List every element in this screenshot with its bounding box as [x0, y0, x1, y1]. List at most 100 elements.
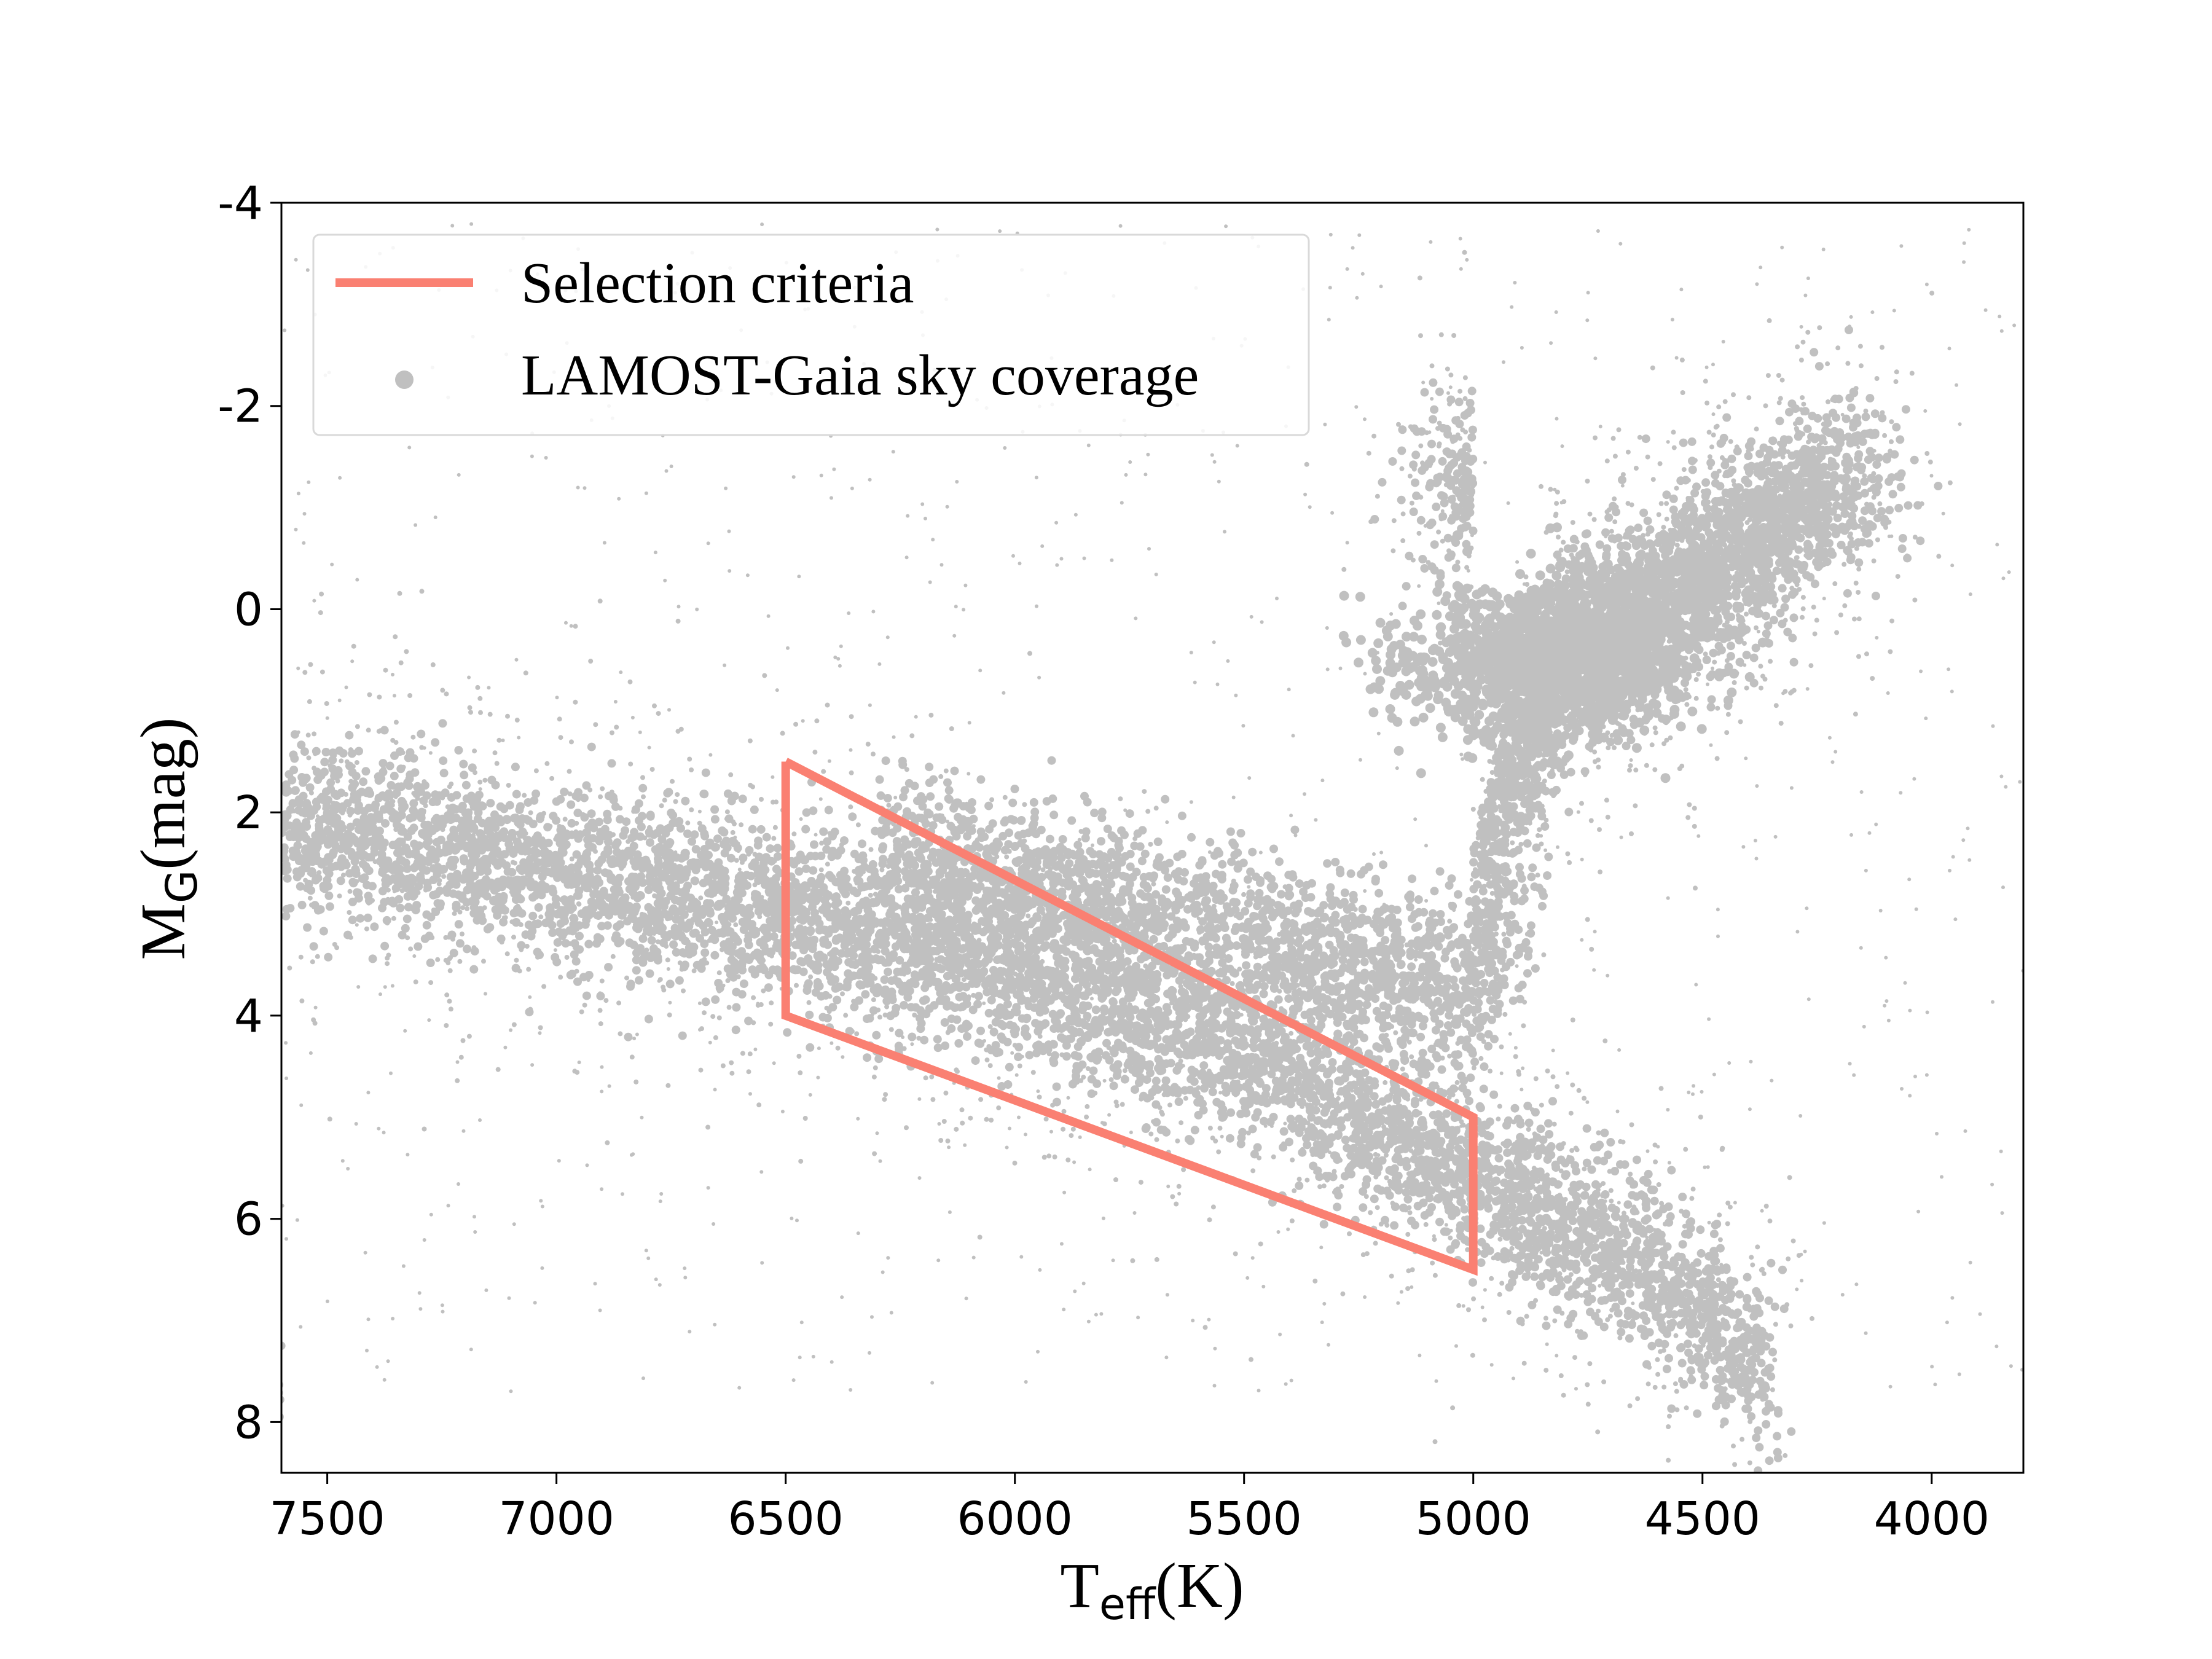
scatter-point	[503, 867, 512, 876]
scatter-point	[772, 865, 781, 874]
scatter-point	[345, 731, 354, 740]
scatter-point	[402, 914, 412, 924]
scatter-point	[1444, 1175, 1453, 1184]
scatter-point	[418, 830, 428, 839]
scatter-point	[711, 862, 720, 871]
scatter-point	[1754, 1426, 1763, 1435]
scatter-point	[1586, 1218, 1596, 1228]
scatter-point	[370, 922, 379, 931]
scatter-point	[1762, 1420, 1771, 1429]
scatter-point	[1516, 1204, 1525, 1213]
scatter-point	[1247, 1053, 1257, 1062]
scatter-point	[320, 758, 329, 767]
scatter-point	[1752, 1433, 1761, 1442]
scatter-point	[433, 899, 442, 908]
scatter-point	[1764, 1296, 1773, 1305]
scatter-point	[1743, 1273, 1752, 1282]
scatter-point	[732, 1003, 741, 1012]
scatter-point	[665, 979, 675, 989]
scatter-point	[584, 939, 594, 949]
scatter-point	[458, 894, 467, 903]
scatter-point	[431, 738, 440, 747]
scatter-point	[1460, 1205, 1469, 1214]
scatter-point	[1606, 1279, 1615, 1288]
scatter-point	[582, 855, 591, 863]
scatter-point	[738, 917, 747, 927]
scatter-point	[911, 1003, 920, 1012]
scatter-point	[1460, 1235, 1469, 1244]
scatter-point	[283, 874, 292, 883]
scatter-point	[717, 868, 726, 877]
scatter-point	[1676, 1343, 1685, 1352]
scatter-point	[635, 976, 643, 985]
scatter-point	[1003, 1037, 1012, 1046]
scatter-point	[454, 920, 463, 929]
scatter-point	[508, 829, 517, 837]
scatter-point	[724, 937, 734, 946]
scatter-point	[605, 911, 614, 920]
scatter-point	[281, 1413, 284, 1421]
scatter-point	[1141, 1124, 1150, 1133]
scatter-point	[1696, 1320, 1706, 1330]
scatter-point	[1082, 980, 1091, 989]
scatter-point	[974, 992, 983, 1001]
scatter-point	[1480, 1249, 1489, 1258]
scatter-point	[1590, 1143, 1599, 1151]
scatter-point	[726, 927, 735, 936]
scatter-point	[1153, 1020, 1163, 1029]
scatter-point	[1199, 1105, 1208, 1115]
scatter-point	[669, 940, 678, 949]
scatter-point	[1477, 1258, 1486, 1267]
scatter-point	[332, 861, 340, 871]
scatter-point	[1303, 1140, 1312, 1150]
scatter-point	[1535, 1280, 1545, 1289]
scatter-point	[874, 1054, 884, 1064]
scatter-point	[880, 975, 889, 984]
scatter-point	[947, 1014, 956, 1024]
scatter-point	[324, 891, 334, 900]
scatter-point	[710, 805, 720, 814]
scatter-point	[388, 841, 398, 850]
scatter-point	[1073, 1052, 1083, 1061]
scatter-point	[499, 892, 508, 901]
scatter-point	[732, 906, 742, 916]
scatter-point	[827, 873, 836, 882]
scatter-point	[471, 898, 480, 906]
scatter-point	[1448, 1126, 1457, 1135]
scatter-point	[1710, 1356, 1719, 1365]
scatter-point	[645, 969, 654, 978]
scatter-point	[984, 1008, 994, 1018]
scatter-point	[1524, 1118, 1534, 1128]
scatter-point	[1755, 1443, 1764, 1452]
scatter-point	[700, 829, 709, 838]
scatter-point	[1619, 1222, 1628, 1231]
scatter-point	[1719, 1304, 1727, 1313]
scatter-point	[1588, 1266, 1598, 1274]
scatter-point	[1025, 1051, 1034, 1060]
scatter-point	[805, 1010, 814, 1019]
scatter-point	[1269, 1061, 1279, 1070]
scatter-point	[1162, 1059, 1171, 1069]
scatter-point	[268, 1392, 276, 1401]
scatter-point	[1601, 1212, 1610, 1222]
scatter-point	[1363, 1099, 1373, 1108]
scatter-point	[439, 865, 449, 874]
scatter-point	[426, 912, 436, 922]
scatter-point	[922, 1010, 931, 1019]
scatter-point	[1508, 1270, 1516, 1279]
scatter-point	[1416, 1146, 1425, 1155]
scatter-point	[281, 912, 291, 920]
scatter-point	[573, 977, 582, 986]
scatter-point	[1261, 1084, 1271, 1093]
scatter-point	[439, 756, 448, 766]
scatter-point	[1648, 1240, 1657, 1249]
scatter-point	[378, 853, 386, 862]
scatter-point	[1370, 1194, 1379, 1204]
scatter-point	[1716, 1365, 1725, 1375]
scatter-point	[452, 814, 461, 823]
scatter-point	[661, 852, 670, 861]
scatter-point	[737, 959, 747, 968]
scatter-point	[1253, 1143, 1262, 1152]
scatter-point	[1743, 1293, 1752, 1303]
scatter-point	[1650, 1196, 1659, 1206]
